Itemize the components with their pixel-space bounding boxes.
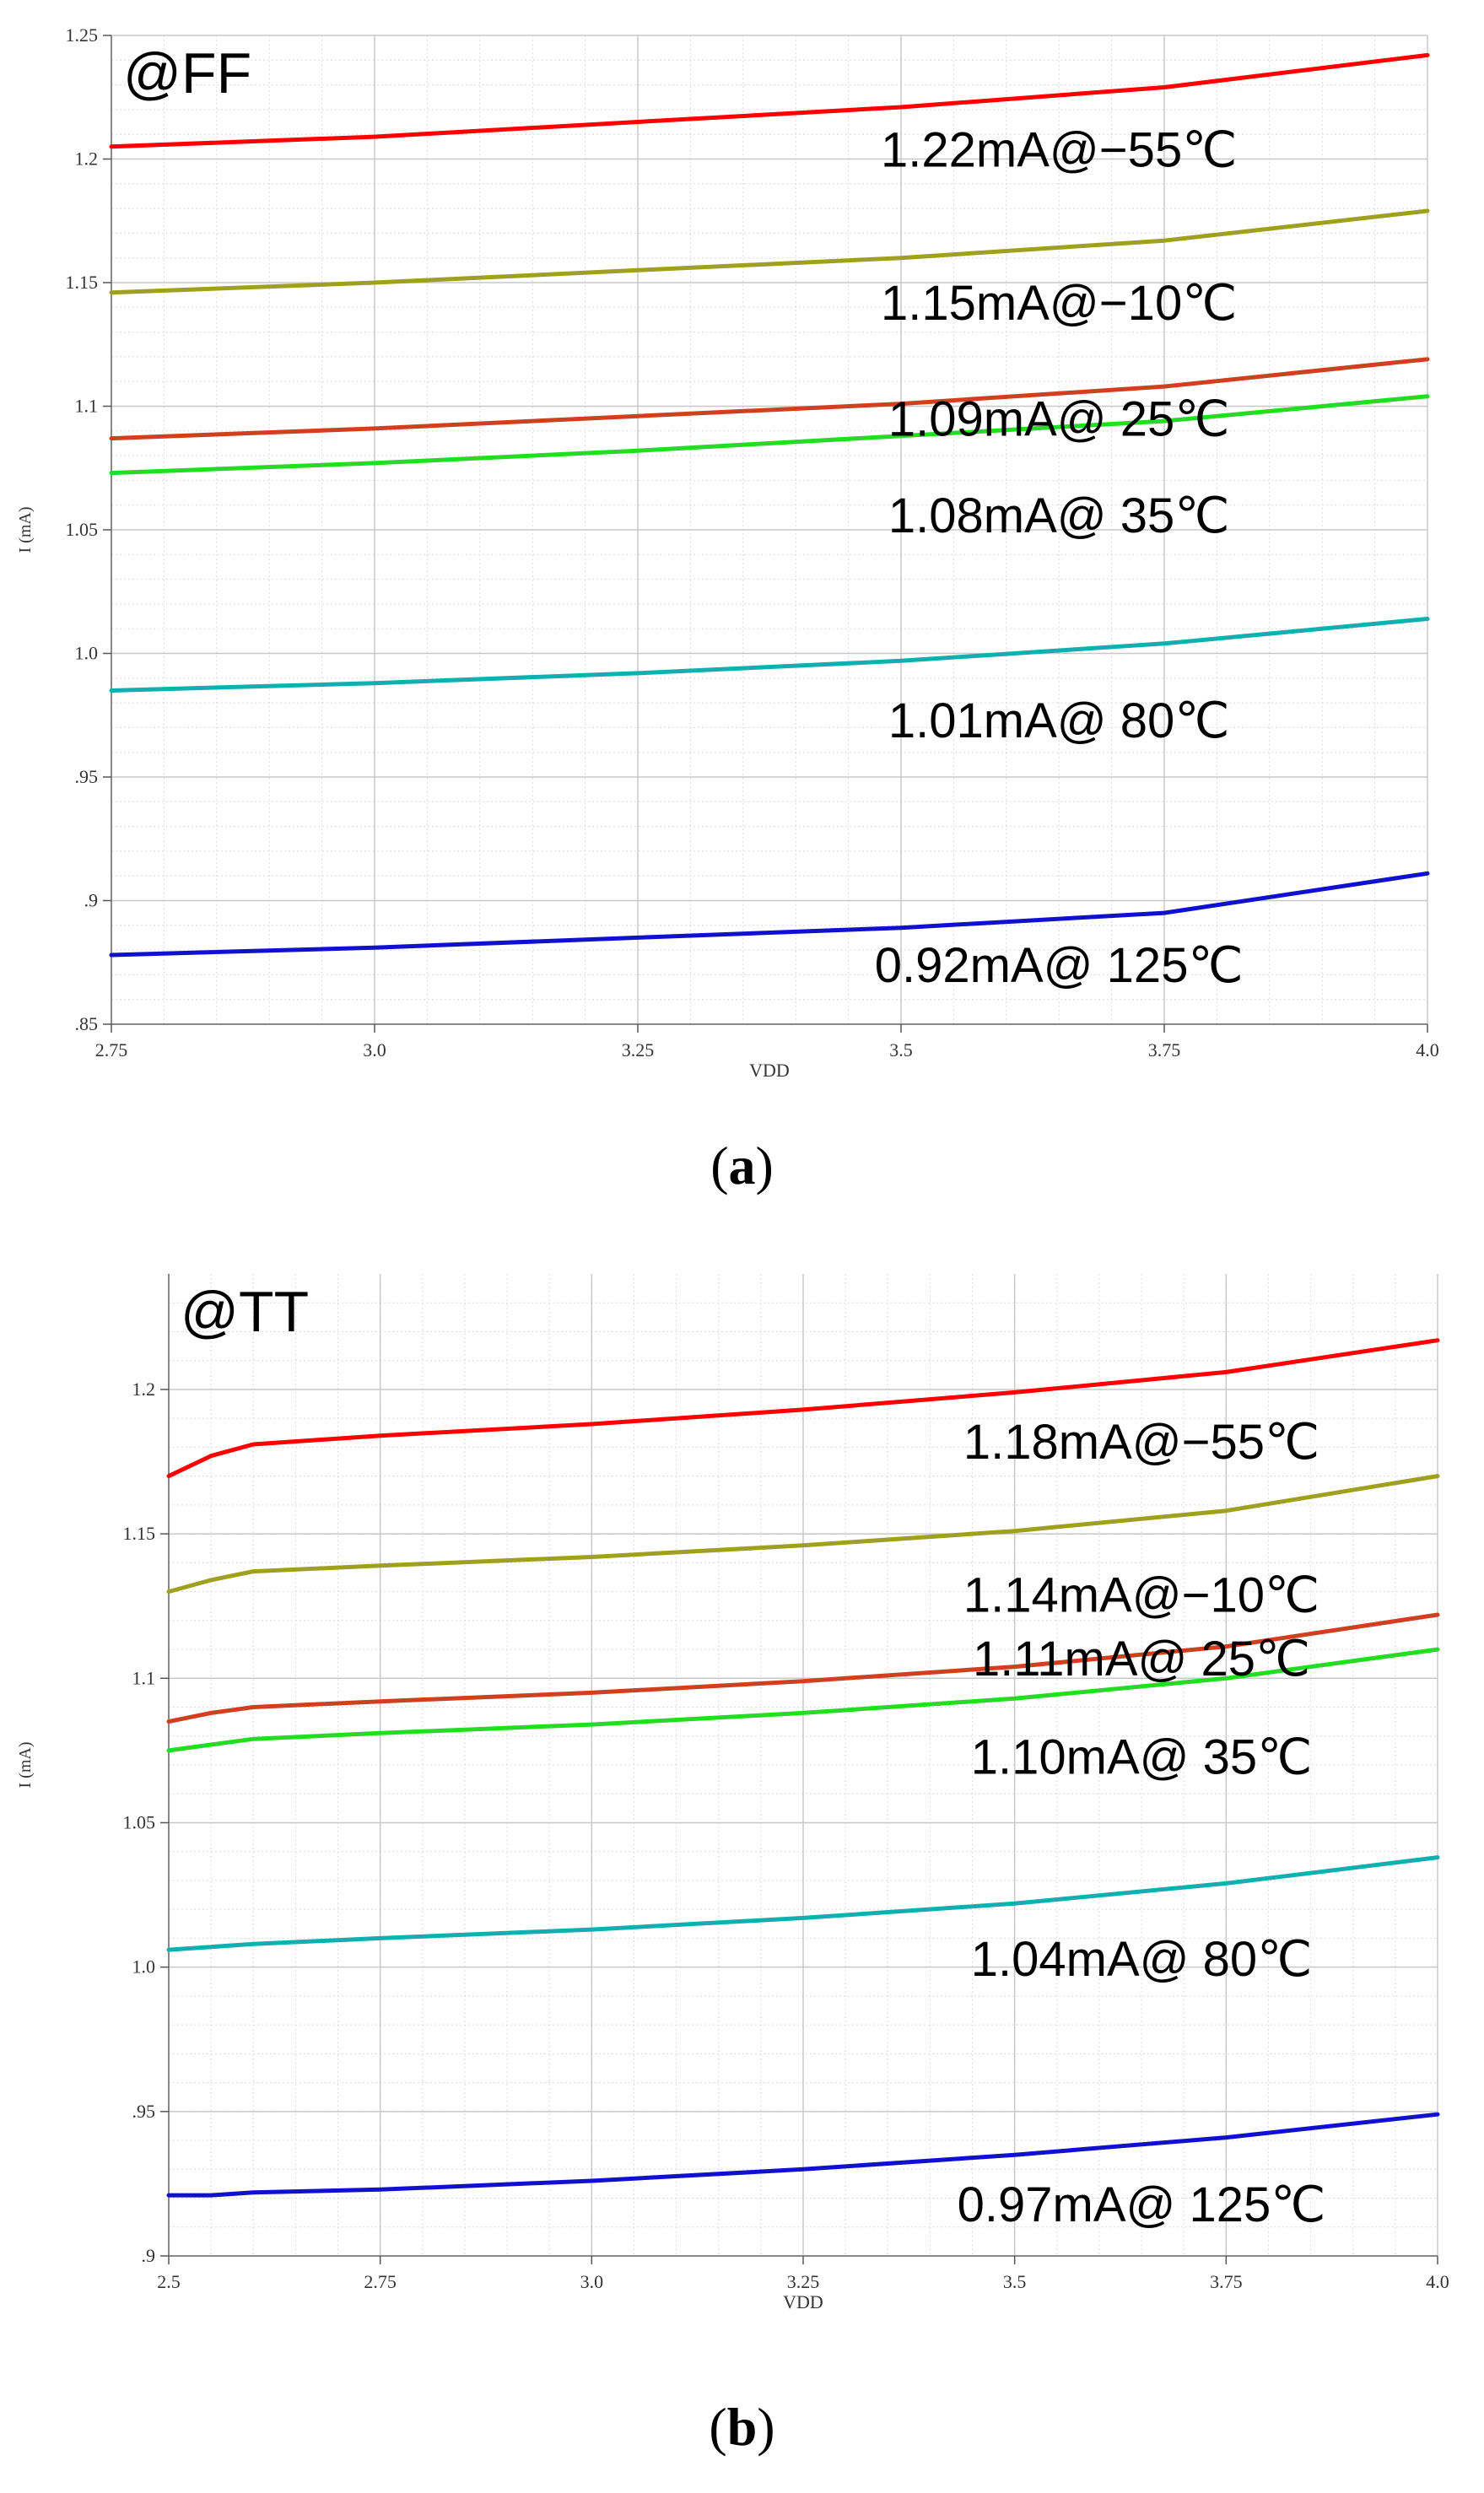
chart-a-svg: 2.75 3.0 3.25 3.5 3.75 4.0 .85 .9 .95 1.0 1.05 1.1 1…	[16, 24, 1439, 1081]
x-tick-label: 3.0	[580, 2271, 604, 2292]
series-line-3	[109, 357, 1430, 441]
series-annotation-2: 1.14mA@−10℃	[963, 1568, 1319, 1623]
series-annotation-1: 1.22mA@−55℃	[881, 122, 1237, 177]
x-tick-label: 4.0	[1416, 1039, 1439, 1060]
y-tick-label: 1.1	[132, 1667, 156, 1688]
x-tick-label: 2.75	[364, 2271, 397, 2292]
series-annotation-6: 0.92mA@ 125℃	[875, 938, 1244, 993]
y-tick-label: .9	[84, 890, 99, 911]
caption-a-letter: a	[728, 1136, 756, 1195]
series-line-2	[109, 208, 1430, 295]
caption-b-letter: b	[726, 2397, 758, 2457]
chart-title: @FF	[123, 41, 251, 105]
series-line-4	[166, 1647, 1440, 1753]
caption-a: (a)	[710, 1136, 774, 1195]
y-tick-label: 1.0	[75, 643, 99, 664]
series-line-1	[166, 1338, 1440, 1479]
x-tick-label: 2.75	[95, 1039, 128, 1060]
chart-b-svg: 2.5 2.75 3.0 3.25 3.5 3.75 4.0.9.951.01.051.11…	[16, 1274, 1449, 2312]
series-line-4	[109, 394, 1430, 476]
y-axis-label: I (mA)	[16, 507, 35, 553]
major-grid	[111, 35, 1428, 1025]
series-annotation-4: 1.10mA@ 35℃	[971, 1729, 1313, 1784]
y-tick-label: 1.0	[132, 1956, 156, 1978]
y-tick-label: 1.2	[132, 1379, 156, 1400]
x-tick-label: 3.25	[622, 1039, 655, 1060]
series-line-3	[166, 1612, 1440, 1724]
series-annotation-6: 0.97mA@ 125℃	[958, 2177, 1326, 2232]
y-tick-label: 1.25	[66, 24, 99, 46]
series-line-1	[109, 52, 1430, 149]
series-line-5	[109, 617, 1430, 693]
x-tick-label: 3.5	[889, 1039, 913, 1060]
y-tick-label: 1.2	[75, 148, 99, 170]
series-line-2	[166, 1474, 1440, 1595]
caption-b: (b)	[709, 2397, 775, 2457]
y-tick-label: .9	[142, 2245, 156, 2266]
y-tick-label: 1.05	[123, 1811, 156, 1832]
y-tick-label: .95	[132, 2101, 156, 2122]
x-tick-label: 2.5	[157, 2271, 181, 2292]
chart-title: @TT	[181, 1280, 309, 1344]
chart-panel-a: 2.75 3.0 3.25 3.5 3.75 4.0 .85 .9 .95 1.0 1.05 1.1 1…	[0, 0, 1484, 1139]
series-annotation-3: 1.09mA@ 25℃	[888, 392, 1230, 447]
x-tick-label: 3.5	[1003, 2271, 1027, 2292]
series-annotation-1: 1.18mA@−55℃	[963, 1415, 1319, 1470]
series-line-6	[109, 871, 1430, 958]
y-tick-label: 1.1	[75, 396, 99, 417]
ticks	[103, 35, 1428, 1033]
y-tick-label: 1.05	[66, 519, 99, 540]
x-axis-label: VDD	[783, 2291, 823, 2312]
x-tick-label: 4.0	[1426, 2271, 1449, 2292]
y-tick-label: 1.15	[66, 272, 99, 293]
y-axis-label: I (mA)	[16, 1742, 35, 1789]
series-annotation-5: 1.01mA@ 80℃	[888, 693, 1230, 748]
x-tick-label: 3.75	[1148, 1039, 1181, 1060]
series-line-6	[166, 2112, 1440, 2198]
series-annotation-4: 1.08mA@ 35℃	[888, 488, 1230, 543]
x-axis-label: VDD	[749, 1060, 790, 1081]
y-tick-label: 1.15	[123, 1523, 156, 1544]
series-annotation-5: 1.04mA@ 80℃	[971, 1932, 1313, 1987]
series-annotation-3: 1.11mA@ 25℃	[973, 1632, 1310, 1686]
x-tick-label: 3.0	[363, 1039, 386, 1060]
chart-panel-b: 2.5 2.75 3.0 3.25 3.5 3.75 4.0.9.95 1.0 1.05 1.1 1…	[0, 1249, 1484, 2400]
y-tick-label: .85	[75, 1013, 99, 1034]
series-line-5	[166, 1855, 1440, 1952]
series-annotation-2: 1.15mA@−10℃	[881, 276, 1237, 331]
x-tick-label: 3.75	[1210, 2271, 1243, 2292]
x-tick-label: 3.25	[787, 2271, 820, 2292]
ticks	[160, 1389, 1438, 2264]
y-tick-label: .95	[75, 766, 99, 787]
